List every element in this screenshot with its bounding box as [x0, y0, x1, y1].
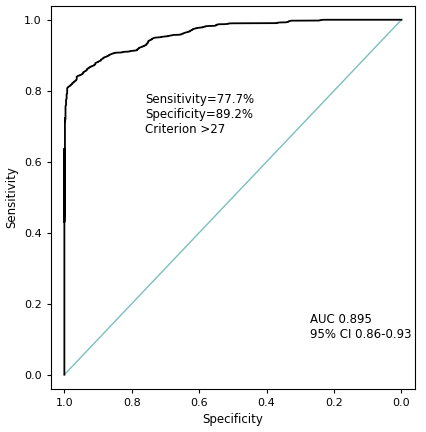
X-axis label: Specificity: Specificity — [202, 413, 263, 426]
Text: AUC 0.895
95% CI 0.86-0.93: AUC 0.895 95% CI 0.86-0.93 — [310, 313, 411, 340]
Y-axis label: Sensitivity: Sensitivity — [6, 166, 18, 228]
Text: Sensitivity=77.7%
Specificity=89.2%
Criterion >27: Sensitivity=77.7% Specificity=89.2% Crit… — [145, 92, 254, 136]
